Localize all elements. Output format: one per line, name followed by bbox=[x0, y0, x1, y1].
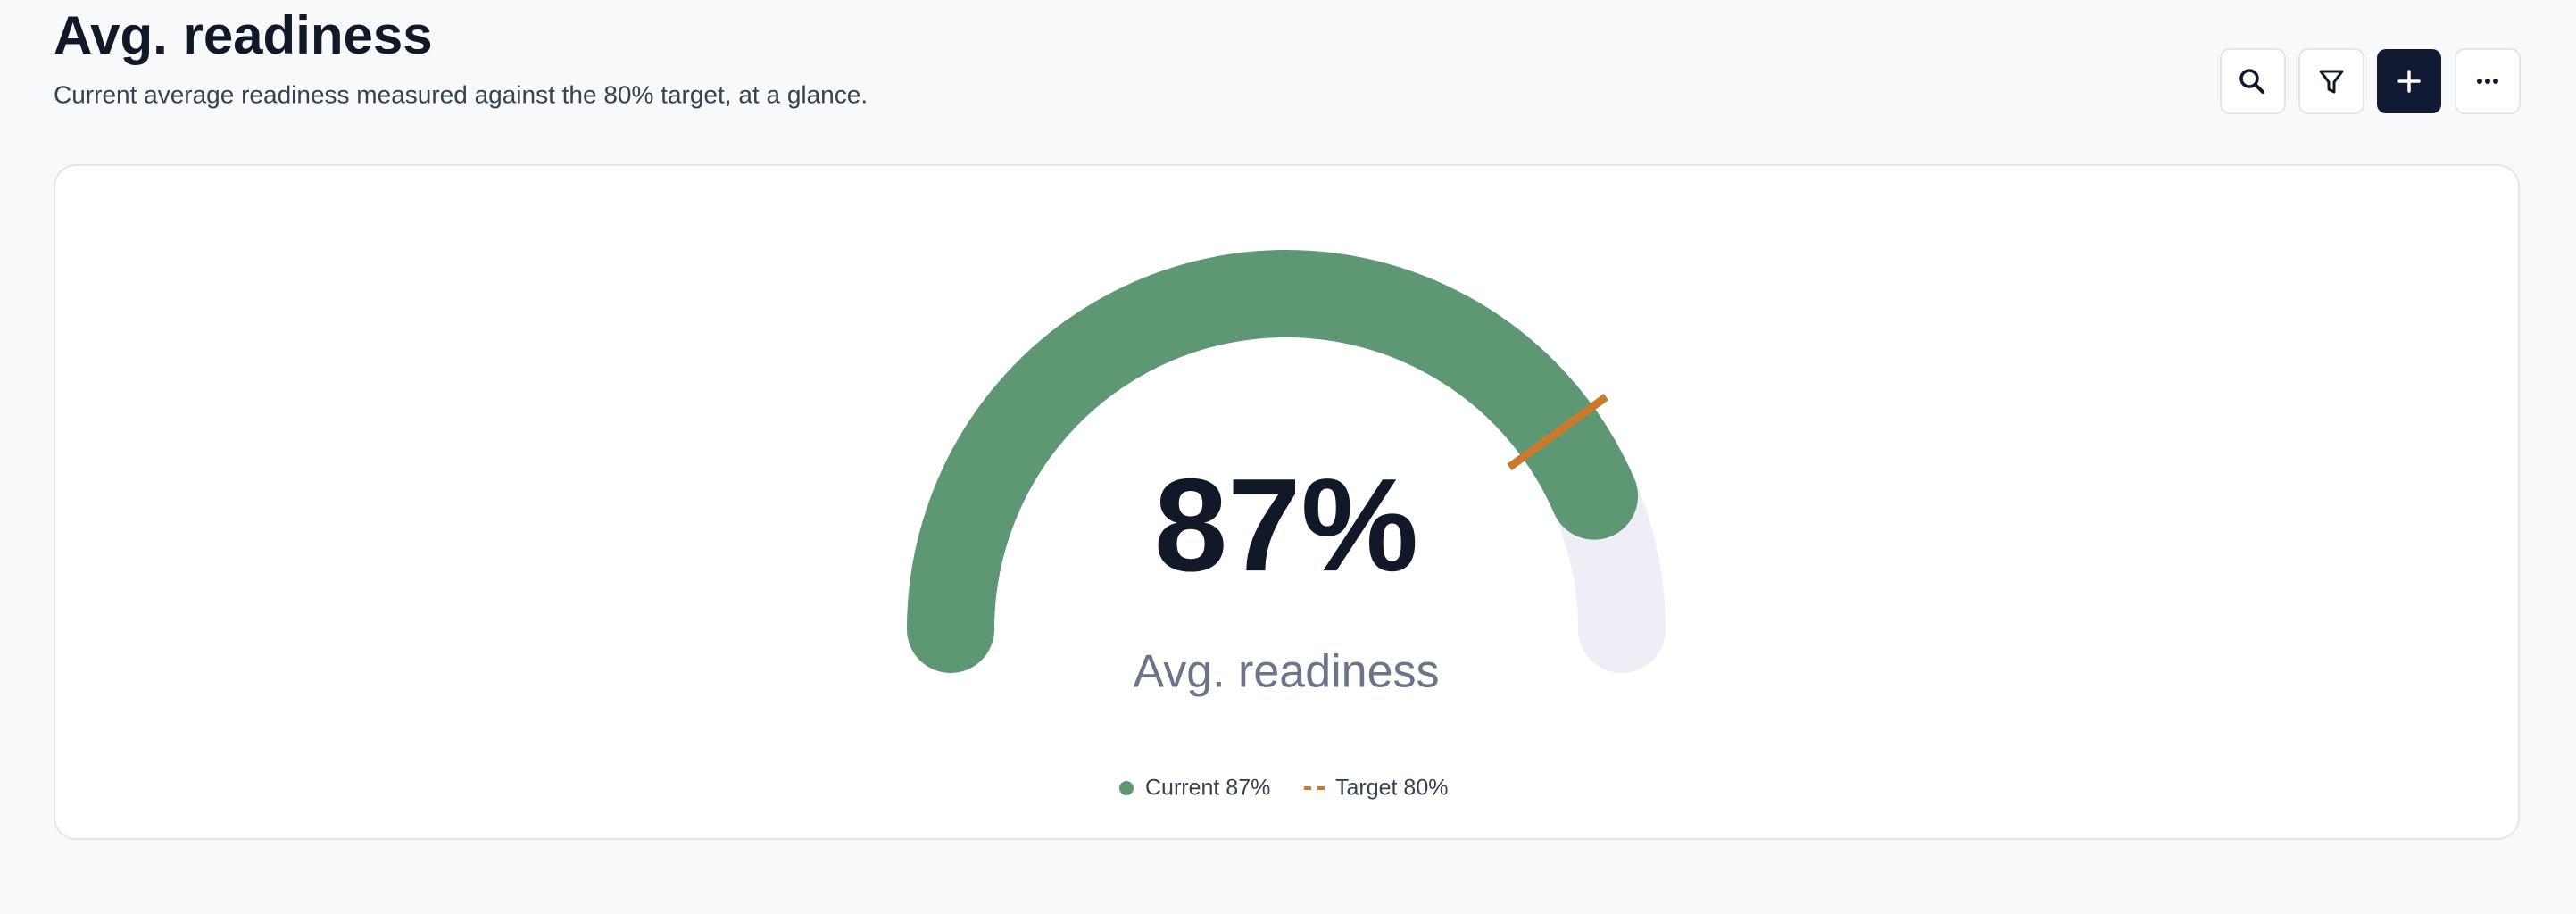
legend-swatch bbox=[1119, 781, 1134, 795]
icon bbox=[2319, 70, 2344, 94]
target-marker bbox=[1507, 393, 1609, 471]
icon bbox=[2477, 79, 2482, 84]
icon bbox=[2493, 79, 2498, 84]
card bbox=[54, 164, 2520, 840]
icon bbox=[2254, 83, 2264, 94]
gauge-value-arc bbox=[907, 250, 1639, 673]
icon bbox=[2239, 69, 2259, 88]
gauge-value: 87% bbox=[1154, 452, 1418, 599]
page-subtitle: Current average readiness measured again… bbox=[54, 80, 868, 108]
gauge bbox=[907, 250, 1666, 673]
page-title: Avg. readiness bbox=[54, 5, 433, 65]
legend-label: Target 80% bbox=[1335, 776, 1448, 801]
search-button[interactable] bbox=[2220, 48, 2286, 114]
add-button[interactable] bbox=[2377, 49, 2441, 113]
gauge-label: Avg. readiness bbox=[1133, 646, 1439, 698]
filter-button[interactable] bbox=[2298, 48, 2364, 114]
more-button[interactable] bbox=[2455, 48, 2521, 114]
button-bg[interactable] bbox=[2220, 48, 2286, 114]
legend: Current 87% Target 80% bbox=[1119, 776, 1448, 801]
button-bg[interactable] bbox=[2298, 48, 2364, 114]
icon bbox=[2397, 70, 2421, 93]
icon bbox=[2485, 79, 2490, 84]
legend-label: Current 87% bbox=[1145, 776, 1270, 801]
